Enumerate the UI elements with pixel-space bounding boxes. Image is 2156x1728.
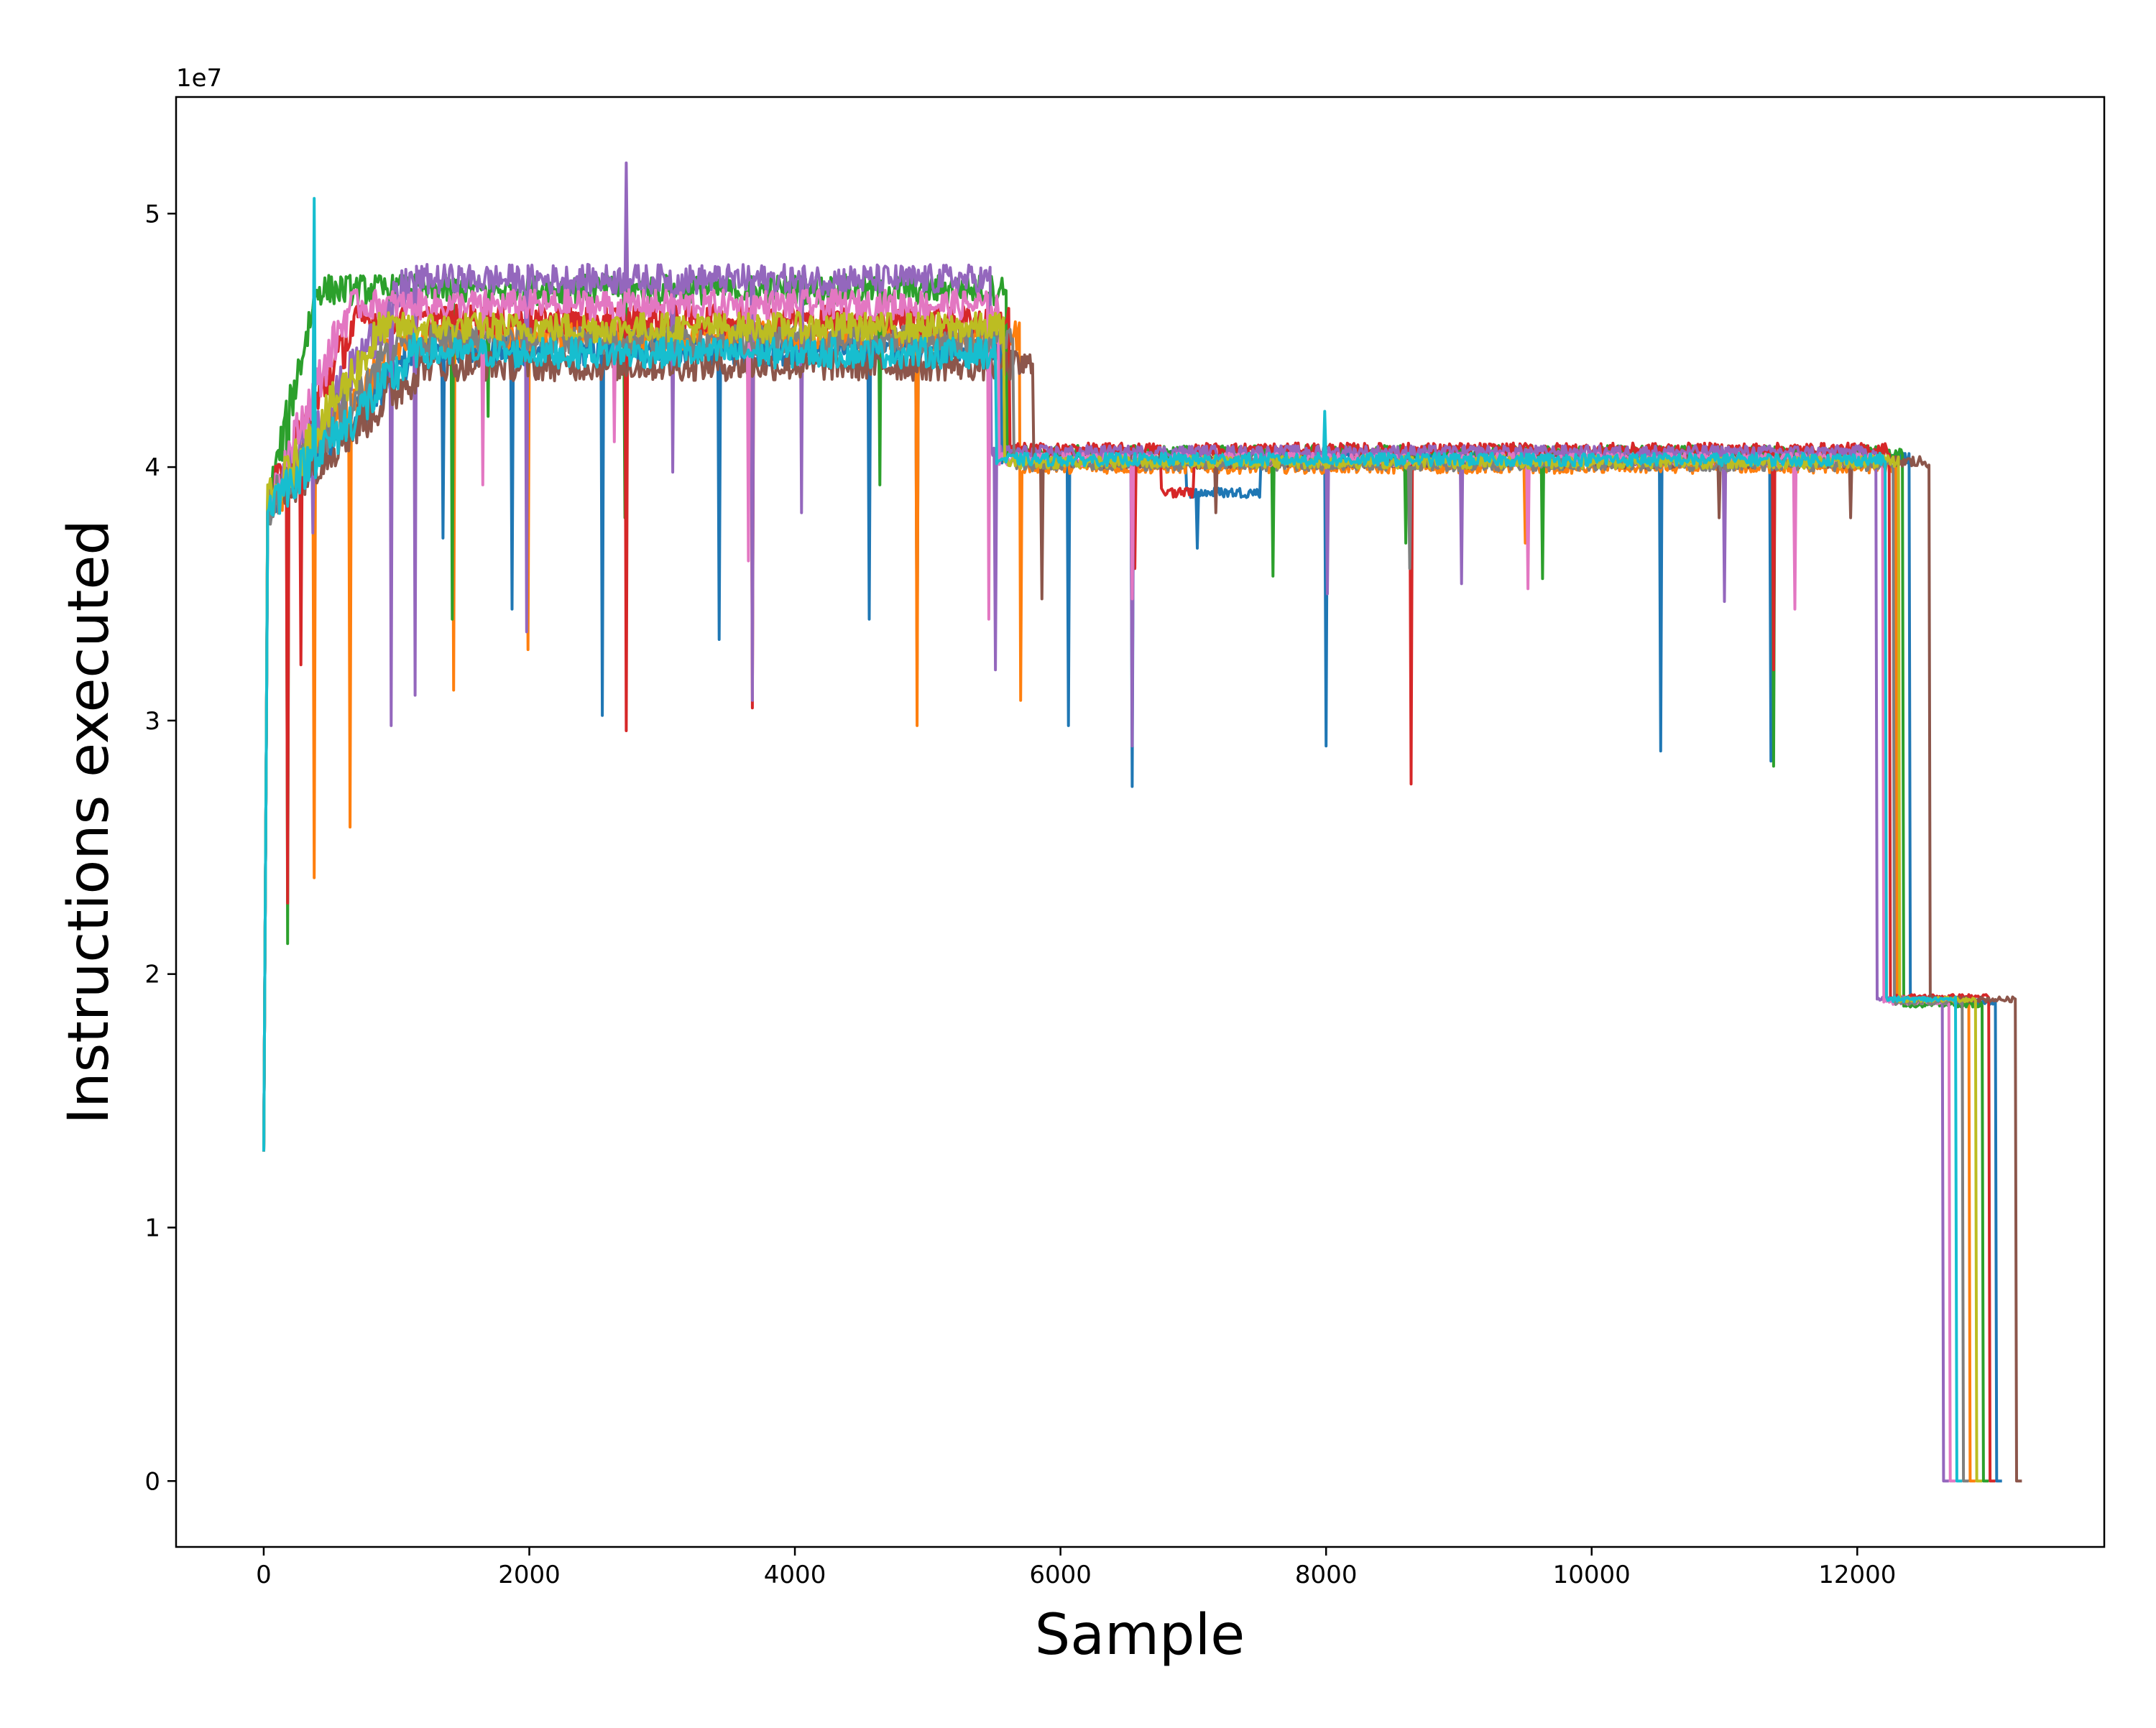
y-offset-label: 1e7 <box>176 64 222 93</box>
series-line-4 <box>262 161 1949 1483</box>
series-layer <box>262 161 2022 1483</box>
x-tick-label: 6000 <box>1029 1561 1092 1589</box>
y-tick-label: 0 <box>144 1467 160 1496</box>
series-line-9 <box>262 197 1963 1483</box>
plot-frame <box>175 96 2106 1548</box>
x-tick-label: 12000 <box>1818 1561 1896 1589</box>
y-tick-label: 2 <box>144 961 160 989</box>
y-tick-label: 1 <box>144 1214 160 1242</box>
x-tick-label: 0 <box>256 1561 272 1589</box>
y-axis: 0 1 2 3 4 5 <box>144 200 176 1496</box>
y-tick-label: 5 <box>144 200 160 228</box>
x-tick-label: 8000 <box>1295 1561 1358 1589</box>
x-axis-label: Sample <box>1035 1603 1245 1668</box>
y-tick-label: 4 <box>144 453 160 482</box>
x-axis: 0 2000 4000 6000 8000 10000 12000 <box>256 1547 1896 1589</box>
x-tick-label: 4000 <box>764 1561 826 1589</box>
x-tick-label: 10000 <box>1553 1561 1631 1589</box>
y-axis-label: Instructions executed <box>57 519 121 1124</box>
x-tick-label: 2000 <box>498 1561 561 1589</box>
y-tick-label: 3 <box>144 707 160 736</box>
